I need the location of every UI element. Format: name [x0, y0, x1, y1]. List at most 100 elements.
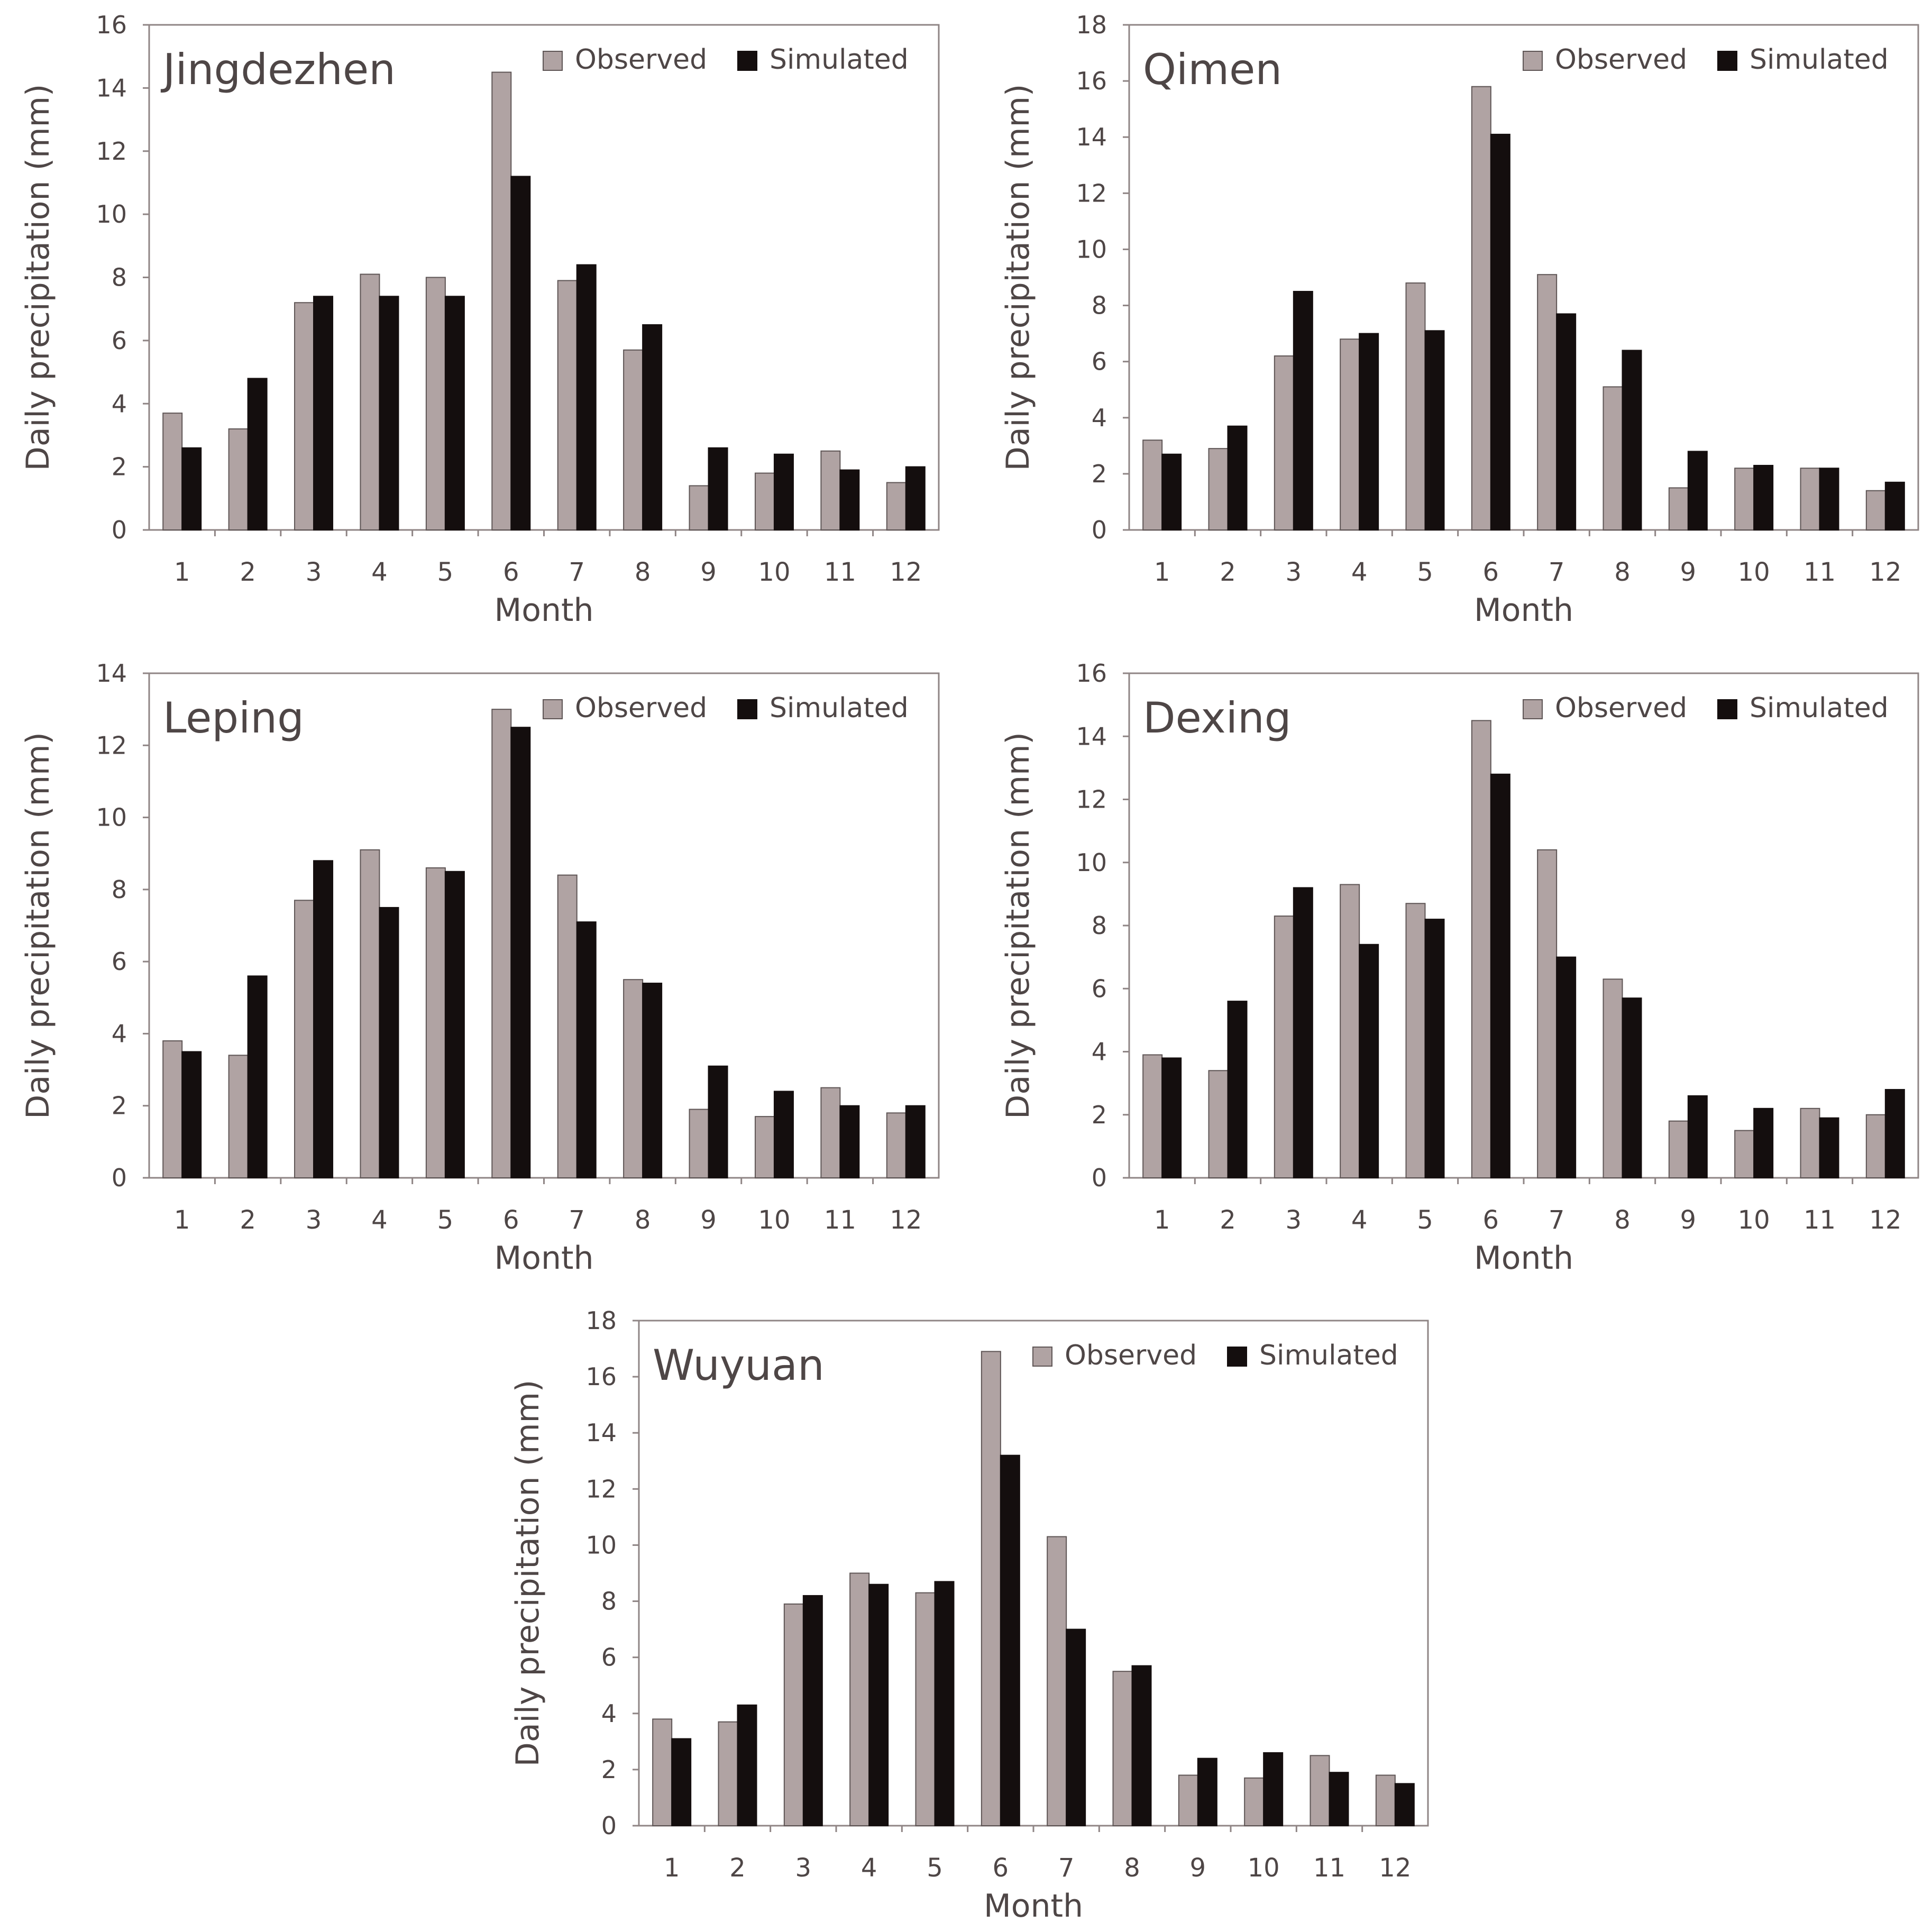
x-tick-label: 10 [1248, 1853, 1280, 1883]
bar-simulated [1197, 1757, 1217, 1827]
bar-simulated [1161, 1057, 1182, 1179]
bar-simulated [1293, 291, 1313, 530]
legend-label-simulated: Simulated [770, 44, 909, 76]
bar-observed [1047, 1536, 1067, 1827]
bar-simulated [247, 975, 268, 1179]
bar-observed [652, 1718, 673, 1827]
bar-observed [557, 280, 578, 530]
bar-observed [1668, 487, 1689, 531]
x-tick-label: 3 [1286, 557, 1302, 587]
legend-label-observed: Observed [1555, 692, 1687, 724]
bar-simulated [1424, 330, 1445, 530]
x-tick-label: 1 [1154, 557, 1170, 587]
bar-simulated [1819, 1117, 1839, 1178]
bar-observed [754, 1116, 775, 1179]
bar-simulated [1622, 350, 1642, 530]
bar-observed [425, 277, 446, 530]
bar-observed [1537, 849, 1558, 1178]
bar-observed [1244, 1777, 1265, 1827]
bar-observed [1603, 978, 1623, 1179]
x-tick-label: 11 [824, 557, 856, 587]
bar-simulated [708, 447, 728, 530]
bar-simulated [1161, 453, 1182, 530]
x-tick-label: 5 [927, 1853, 943, 1883]
x-tick-label: 10 [758, 1205, 790, 1235]
x-tick-label: 1 [1154, 1205, 1170, 1235]
bar-simulated [1490, 133, 1510, 530]
bar-observed [491, 709, 512, 1178]
x-tick-label: 9 [1190, 1853, 1206, 1883]
y-tick-label: 18 [585, 1306, 617, 1335]
bar-simulated [773, 453, 794, 530]
x-tick-label: 6 [503, 557, 519, 587]
x-tick-label: 2 [729, 1853, 746, 1883]
legend-swatch-simulated [1227, 1347, 1247, 1367]
y-tick-label: 10 [96, 803, 127, 832]
bar-simulated [247, 378, 268, 530]
x-tick-label: 11 [1803, 1205, 1836, 1235]
x-tick-label: 2 [1220, 557, 1236, 587]
y-tick-label: 12 [96, 731, 127, 759]
y-tick-label: 18 [1076, 11, 1107, 39]
x-tick-label: 8 [1124, 1853, 1140, 1883]
x-tick-label: 7 [1058, 1853, 1075, 1883]
y-tick-label: 6 [112, 326, 127, 355]
bar-simulated [1687, 451, 1708, 531]
x-tick-label: 7 [569, 557, 585, 587]
legend-label-observed: Observed [575, 44, 707, 76]
y-tick-label: 6 [1092, 347, 1107, 376]
bar-simulated [868, 1583, 889, 1826]
y-tick-label: 6 [112, 947, 127, 976]
legend-swatch-observed [1523, 699, 1543, 719]
y-tick-label: 0 [601, 1811, 617, 1840]
bar-observed [1537, 274, 1558, 530]
bar-observed [689, 1109, 709, 1178]
bar-simulated [313, 296, 334, 530]
bar-observed [491, 71, 512, 530]
bar-observed [1375, 1774, 1396, 1826]
bar-observed [820, 450, 841, 530]
bar-observed [1668, 1120, 1689, 1179]
bar-observed [1865, 1114, 1886, 1178]
y-tick-label: 4 [112, 389, 127, 418]
bar-observed [425, 867, 446, 1178]
bar-observed [1800, 468, 1820, 530]
x-tick-label: 5 [437, 1205, 454, 1235]
legend-swatch-simulated [737, 699, 757, 719]
bar-observed [1142, 439, 1163, 530]
y-axis-title: Daily precipitation (mm) [20, 732, 57, 1119]
bar-simulated [1394, 1783, 1415, 1827]
legend-swatch-observed [1032, 1347, 1052, 1367]
bar-simulated [642, 324, 663, 530]
bar-simulated [510, 727, 531, 1178]
y-tick-label: 4 [112, 1019, 127, 1048]
x-tick-label: 3 [306, 557, 322, 587]
y-axis-title: Daily precipitation (mm) [1000, 84, 1037, 471]
bar-observed [1405, 282, 1426, 530]
y-tick-label: 2 [112, 453, 127, 481]
y-tick-label: 0 [112, 516, 127, 544]
x-tick-label: 9 [700, 1205, 717, 1235]
x-tick-label: 11 [1313, 1853, 1345, 1883]
y-tick-label: 16 [585, 1362, 617, 1391]
legend-swatch-simulated [1717, 51, 1737, 71]
bar-simulated [802, 1595, 823, 1826]
x-tick-label: 12 [1869, 1205, 1901, 1235]
bar-observed [360, 849, 380, 1178]
bar-observed [981, 1351, 1001, 1826]
y-tick-label: 10 [1076, 848, 1107, 877]
x-tick-label: 6 [1483, 1205, 1499, 1235]
legend-swatch-observed [543, 51, 563, 71]
y-tick-label: 4 [601, 1699, 617, 1728]
y-tick-label: 0 [1092, 516, 1107, 544]
y-tick-label: 0 [112, 1164, 127, 1192]
y-tick-label: 2 [1092, 460, 1107, 488]
bar-simulated [905, 466, 926, 530]
y-tick-label: 16 [1076, 67, 1107, 95]
chart-title: Jingdezhen [160, 45, 396, 94]
bar-observed [1112, 1671, 1133, 1826]
chart-title: Dexing [1143, 693, 1291, 743]
bar-observed [1178, 1774, 1198, 1826]
